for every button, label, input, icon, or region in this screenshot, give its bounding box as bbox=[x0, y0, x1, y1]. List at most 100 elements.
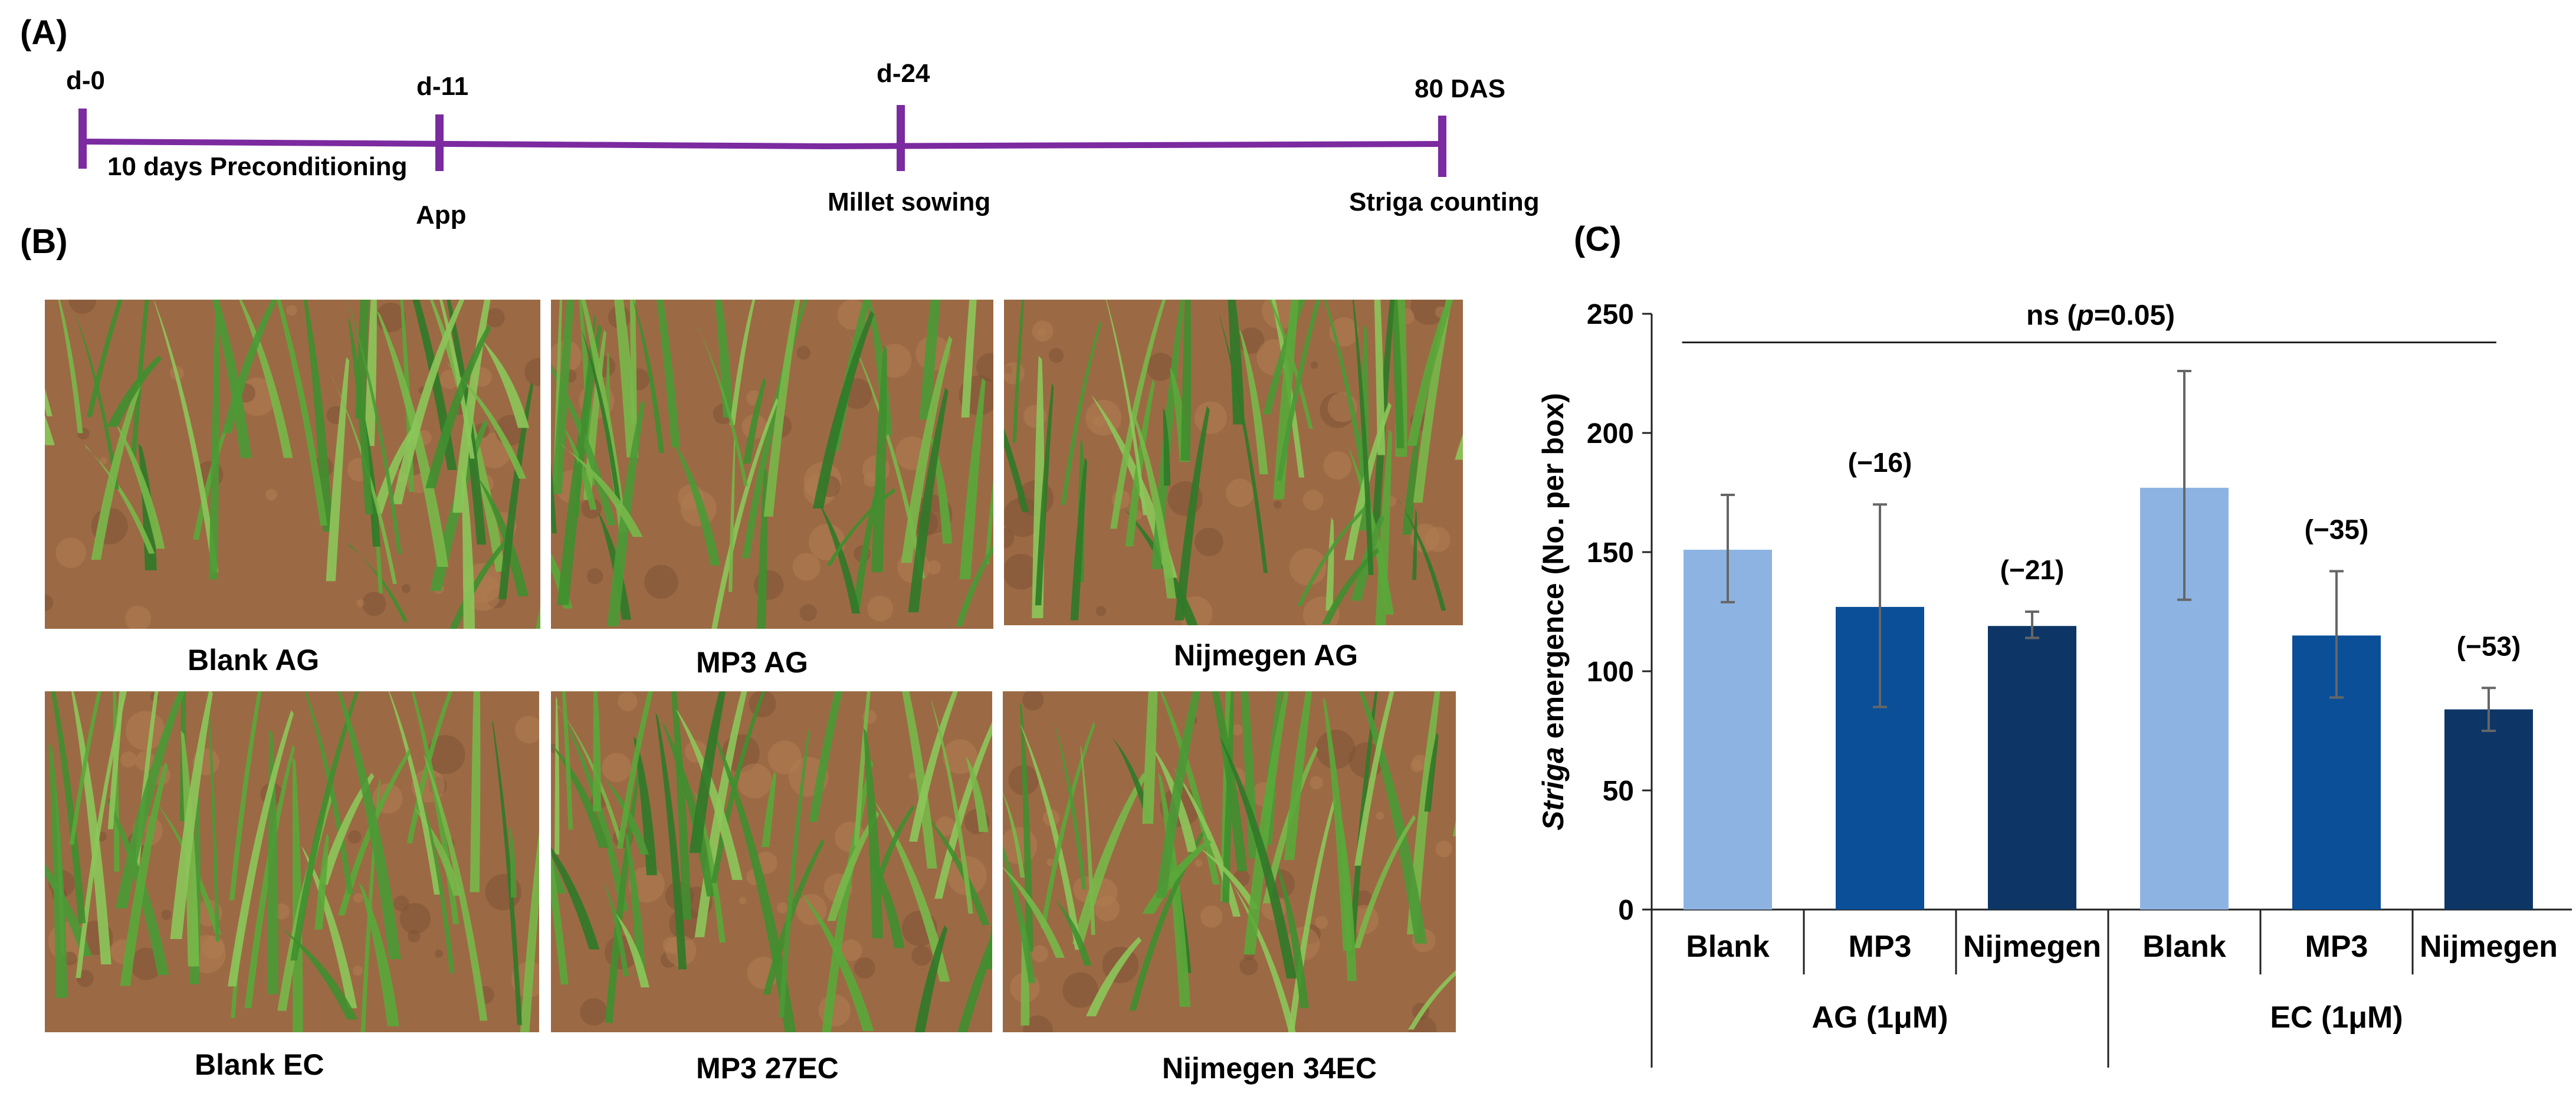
grass-blade bbox=[332, 375, 397, 584]
grass-blade bbox=[1424, 732, 1439, 812]
grass-blade bbox=[228, 710, 294, 987]
soil-patch bbox=[1031, 945, 1048, 963]
soil-patch bbox=[927, 560, 941, 575]
grass-blade bbox=[1003, 792, 1025, 878]
grass-blade bbox=[1019, 702, 1033, 951]
grass-blade bbox=[509, 826, 517, 898]
grass-blade bbox=[1354, 691, 1394, 866]
grass-blade bbox=[689, 691, 726, 853]
grass-blade bbox=[1391, 300, 1405, 449]
grass-blade bbox=[1003, 866, 1065, 958]
grass-blade bbox=[902, 691, 937, 869]
timeline-segment-label: 10 days Preconditioning bbox=[107, 152, 408, 181]
grass-blade bbox=[1232, 884, 1296, 1032]
grass-blade bbox=[551, 743, 609, 848]
x-category-label: Blank bbox=[1686, 930, 1770, 964]
soil-patch bbox=[125, 605, 151, 629]
panel-label-a: (A) bbox=[20, 14, 68, 52]
panel-label-c: (C) bbox=[1574, 220, 1622, 258]
grass-blade bbox=[239, 300, 293, 458]
grass-blade bbox=[818, 501, 861, 614]
grass-blade bbox=[425, 324, 491, 488]
timeline-event-striga-counting: Striga counting bbox=[1349, 188, 1540, 216]
grass-blade bbox=[1455, 434, 1463, 460]
grass-blade bbox=[392, 300, 465, 504]
grass-blade bbox=[655, 713, 687, 970]
soil-patch bbox=[1146, 353, 1175, 381]
grass-blade bbox=[603, 881, 629, 977]
soil-patch bbox=[739, 897, 747, 905]
photo-caption-blank-ag: Blank AG bbox=[188, 644, 320, 677]
grass-blade bbox=[957, 934, 992, 1032]
grass-blade bbox=[552, 300, 575, 494]
photo-blank-ag bbox=[45, 300, 540, 629]
grass-blade bbox=[1413, 300, 1452, 503]
grass-blade bbox=[301, 846, 357, 1009]
grass-blade bbox=[1004, 428, 1029, 512]
soil-patch bbox=[976, 353, 993, 382]
soil-patch bbox=[286, 305, 297, 316]
grass-blade bbox=[478, 477, 529, 596]
soil-patch bbox=[1315, 729, 1356, 769]
x-category-label: Nijmegen bbox=[2420, 930, 2558, 964]
grass-blade bbox=[908, 387, 949, 613]
timeline-tick-label-d24: d-24 bbox=[877, 59, 930, 88]
grass-blade bbox=[551, 849, 569, 985]
soil-patch bbox=[1032, 320, 1054, 342]
grass-blade bbox=[917, 803, 990, 925]
grass-blade bbox=[730, 300, 756, 425]
soil-patch bbox=[353, 893, 363, 903]
grass-blade bbox=[1269, 300, 1313, 429]
grass-blade bbox=[827, 810, 880, 921]
soil-patch bbox=[515, 715, 539, 744]
soil-patch bbox=[840, 939, 862, 961]
grass-blade bbox=[551, 846, 600, 950]
grass-blade bbox=[1105, 300, 1147, 516]
grass-blade bbox=[73, 307, 119, 490]
soil-patch bbox=[1200, 905, 1223, 928]
x-group-label: AG (1μM) bbox=[1812, 1000, 1948, 1035]
grass-blade bbox=[1129, 831, 1204, 1011]
grass-blade bbox=[209, 300, 219, 580]
grass-blade bbox=[1359, 691, 1427, 944]
soil-patch bbox=[1410, 523, 1439, 553]
bar-annotation: (−35) bbox=[2305, 514, 2369, 544]
grass-blade bbox=[1035, 383, 1054, 606]
grass-blade bbox=[107, 356, 162, 427]
grass-blade bbox=[58, 300, 83, 434]
soil-patch bbox=[408, 930, 421, 943]
grass-blade bbox=[1276, 300, 1321, 481]
grass-blade bbox=[671, 691, 692, 920]
grass-blade bbox=[1003, 845, 1036, 983]
y-tick-label: 0 bbox=[1618, 895, 1634, 926]
grass-blade bbox=[715, 300, 734, 418]
soil-patch bbox=[854, 957, 875, 979]
grass-blade bbox=[520, 831, 539, 1032]
soil-patch bbox=[911, 945, 932, 966]
grass-blade bbox=[461, 471, 475, 629]
soil-patch bbox=[265, 488, 277, 501]
soil-patch bbox=[1239, 957, 1258, 976]
grass-blade bbox=[560, 442, 643, 537]
grass-blade bbox=[800, 892, 874, 1031]
grass-blade bbox=[854, 691, 871, 846]
soil-patch bbox=[524, 358, 540, 386]
grass-blade bbox=[76, 691, 127, 978]
grass-blade bbox=[1239, 330, 1268, 475]
bar-chart: 0 50 100 150 200 250 Striga emergence (No. per… bbox=[1537, 299, 2572, 1068]
soil-patch bbox=[1376, 812, 1384, 820]
y-tick-label: 50 bbox=[1603, 776, 1634, 807]
soil-patch bbox=[799, 604, 817, 622]
bar-annotation: (−16) bbox=[1848, 447, 1912, 478]
grass-blade bbox=[1142, 691, 1158, 824]
grass-blade bbox=[1086, 937, 1142, 1016]
grass-blade bbox=[153, 300, 219, 573]
grass-blade bbox=[934, 721, 992, 899]
grass-blade bbox=[1228, 300, 1245, 425]
grass-blade bbox=[314, 833, 329, 930]
photo-caption-nijmegen-ag: Nijmegen AG bbox=[1174, 639, 1358, 672]
bar bbox=[1684, 549, 1772, 910]
soil-patch bbox=[485, 308, 505, 327]
grass-blade bbox=[1324, 300, 1376, 537]
soil-patch bbox=[1273, 500, 1282, 509]
